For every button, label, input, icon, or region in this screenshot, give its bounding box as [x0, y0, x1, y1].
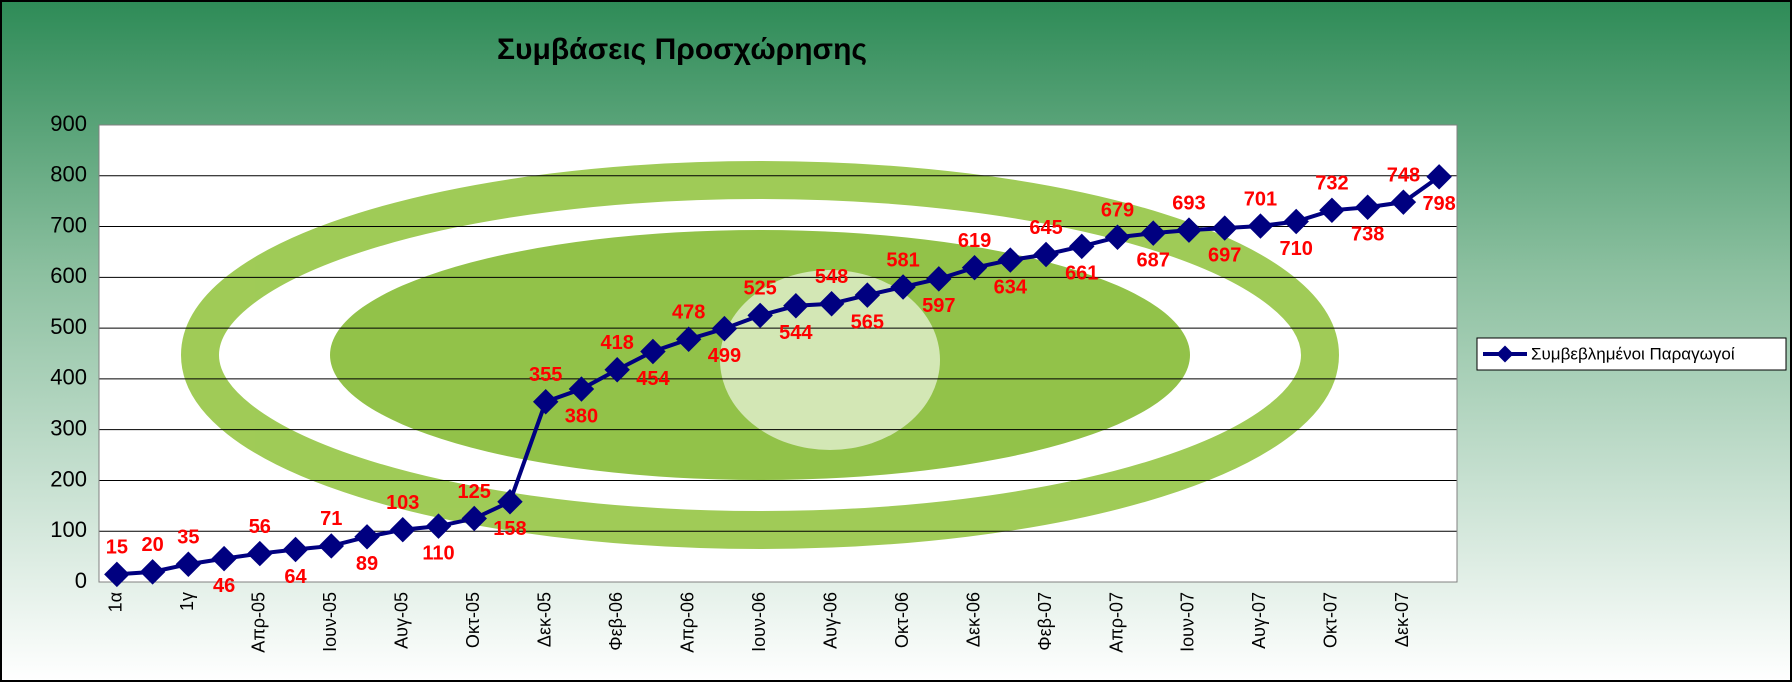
x-tick-label: Δεκ-06	[963, 592, 983, 647]
data-label: 454	[636, 368, 670, 390]
x-tick-label: Φεβ-07	[1035, 592, 1055, 651]
data-label: 103	[386, 492, 419, 514]
x-tick-label: Αυγ-05	[392, 592, 412, 649]
data-label: 46	[213, 575, 235, 597]
x-tick-label: Φεβ-06	[606, 592, 626, 651]
legend: Συμβεβλημένοι Παραγωγοί	[1477, 338, 1786, 370]
data-label: 110	[422, 542, 454, 564]
x-tick-label: Απρ-06	[677, 592, 697, 653]
chart: Συμβάσεις Προσχώρησης Συμβεβλημένοι Παρα…	[0, 0, 1792, 682]
y-tick-label: 200	[50, 466, 87, 491]
data-label: 687	[1137, 249, 1170, 271]
data-label: 693	[1172, 192, 1205, 214]
data-label: 64	[284, 566, 307, 588]
data-label: 645	[1029, 217, 1062, 239]
data-label: 748	[1387, 164, 1420, 186]
y-tick-label: 100	[50, 517, 87, 542]
data-label: 20	[141, 534, 163, 556]
data-label: 89	[356, 553, 378, 575]
data-label: 634	[994, 276, 1028, 298]
data-label: 619	[958, 230, 991, 252]
y-tick-label: 700	[50, 212, 87, 237]
data-label: 548	[815, 266, 848, 288]
data-label: 35	[177, 527, 199, 549]
data-label: 581	[886, 249, 919, 271]
data-label: 380	[565, 405, 598, 427]
data-label: 798	[1422, 193, 1455, 215]
data-label: 710	[1279, 238, 1312, 260]
data-label: 71	[320, 508, 342, 530]
chart-title: Συμβάσεις Προσχώρησης	[497, 33, 867, 66]
data-label: 56	[249, 516, 271, 538]
page: Συμβάσεις Προσχώρησης Συμβεβλημένοι Παρα…	[0, 0, 1792, 682]
data-label: 697	[1208, 244, 1241, 266]
x-tick-label: Αυγ-06	[820, 592, 840, 649]
y-tick-label: 900	[50, 111, 87, 136]
x-tick-label: Δεκ-05	[534, 592, 554, 647]
data-label: 525	[743, 278, 776, 300]
x-tick-label: Οκτ-07	[1321, 592, 1341, 648]
data-label: 544	[779, 322, 813, 344]
data-label: 679	[1101, 200, 1134, 222]
y-tick-label: 300	[50, 415, 87, 440]
x-tick-label: Απρ-05	[249, 592, 269, 653]
data-label: 125	[458, 481, 491, 503]
x-tick-label: Ιουν-06	[749, 592, 769, 652]
x-tick-label: 1α	[106, 592, 126, 612]
data-label: 15	[106, 537, 128, 559]
x-tick-label: Οκτ-05	[463, 592, 483, 648]
x-tick-label: Αυγ-07	[1249, 592, 1269, 649]
legend-label: Συμβεβλημένοι Παραγωγοί	[1531, 344, 1735, 363]
data-label: 565	[851, 311, 884, 333]
data-label: 355	[529, 364, 562, 386]
x-tick-label: Ιουν-05	[320, 592, 340, 652]
y-tick-label: 400	[50, 365, 87, 390]
x-tick-label: Οκτ-06	[892, 592, 912, 648]
data-label: 701	[1244, 188, 1277, 210]
y-tick-label: 0	[75, 568, 87, 593]
x-tick-label: Ιουν-07	[1178, 592, 1198, 652]
y-tick-label: 500	[50, 314, 87, 339]
x-tick-label: Δεκ-07	[1392, 592, 1412, 647]
y-tick-label: 800	[50, 162, 87, 187]
data-label: 478	[672, 302, 705, 324]
x-tick-label: Απρ-07	[1106, 592, 1126, 653]
data-label: 732	[1315, 173, 1348, 195]
data-label: 738	[1351, 224, 1384, 246]
data-label: 597	[922, 295, 955, 317]
y-tick-label: 600	[50, 263, 87, 288]
data-label: 158	[493, 518, 526, 540]
data-label: 418	[600, 332, 633, 354]
data-label: 661	[1065, 263, 1098, 285]
x-tick-label: 1γ	[177, 592, 197, 611]
data-label: 499	[708, 345, 741, 367]
